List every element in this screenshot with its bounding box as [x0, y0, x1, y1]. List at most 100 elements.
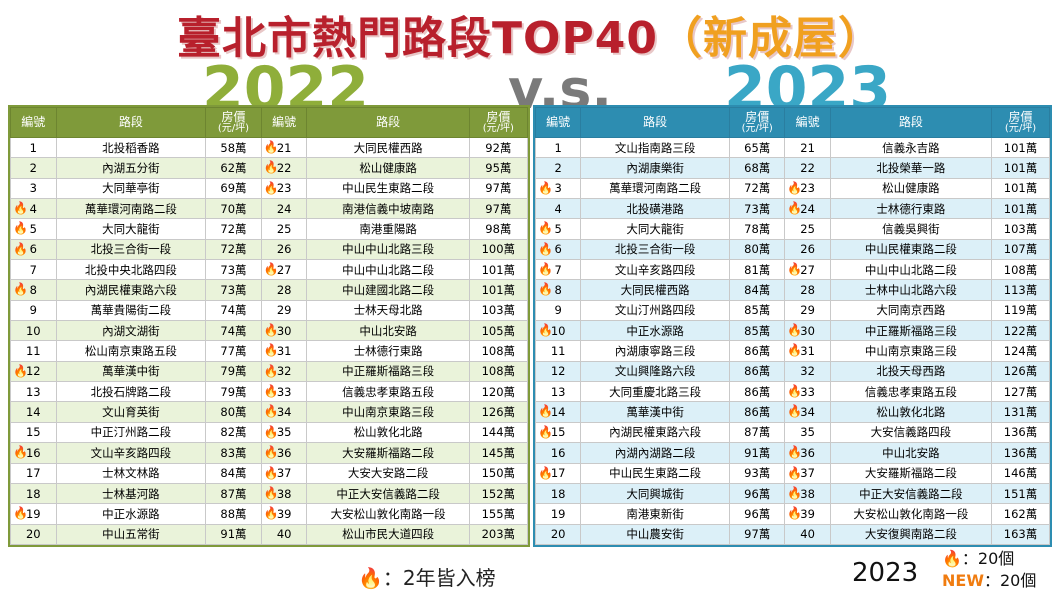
road-cell: 北投三合街一段 — [580, 238, 730, 261]
rank-cell: 🔥 8 — [10, 279, 57, 301]
header-road: 路段 — [580, 107, 730, 138]
price-cell: 105萬 — [468, 320, 529, 342]
road-cell: 文山指南路三段 — [580, 136, 730, 159]
rank-number: 5 — [554, 222, 562, 237]
fire-icon: 🔥 — [263, 363, 279, 378]
price-cell: 79萬 — [205, 360, 262, 383]
price-cell: 144萬 — [468, 421, 529, 444]
road-cell: 士林德行東路 — [306, 340, 470, 362]
price-cell: 203萬 — [468, 523, 529, 545]
rank-cell: 🔥 38 — [784, 482, 831, 505]
road-cell: 內湖文湖街 — [55, 320, 207, 342]
table-row: 🔥 10 中正水源路 85萬 🔥 30 中正羅斯福路三段 122萬 — [534, 320, 1050, 342]
rank-number: 18 — [550, 486, 566, 501]
road-cell: 中山北安路 — [306, 320, 470, 342]
rank-number: 10 — [25, 323, 41, 338]
rank-number: 4 — [554, 201, 562, 216]
table-row: 16 內湖內湖路二段 91萬 🔥 36 中山北安路 136萬 — [534, 442, 1050, 464]
price-cell: 86萬 — [728, 401, 786, 423]
rank-cell: 26 — [260, 238, 308, 261]
rank-cell: 🔥 17 — [534, 462, 582, 484]
price-cell: 101萬 — [468, 279, 529, 301]
road-cell: 內湖民權東路六段 — [55, 279, 207, 301]
rank-number: 23 — [800, 181, 815, 196]
rank-number: 38 — [800, 486, 815, 501]
price-cell: 136萬 — [991, 442, 1050, 464]
price-cell: 101萬 — [991, 157, 1050, 179]
header-price-label: 房價 — [486, 109, 511, 124]
rank-number: 22 — [276, 161, 292, 176]
price-cell: 108萬 — [991, 259, 1050, 281]
road-cell: 大同興城街 — [580, 482, 730, 505]
rank-number: 9 — [29, 303, 37, 318]
fire-icon: 🔥 — [787, 180, 803, 195]
rank-cell: 🔥 6 — [10, 238, 57, 261]
rank-cell: 🔥 30 — [784, 320, 831, 342]
road-cell: 大安信義路四段 — [829, 421, 993, 444]
rank-number: 29 — [800, 303, 815, 318]
rank-number: 21 — [800, 140, 815, 155]
fire-icon: 🔥 — [263, 384, 279, 399]
rank-number: 4 — [29, 201, 37, 216]
table-row: 🔥 19 中正水源路 88萬 🔥 39 大安松山敦化南路一段 155萬 — [10, 503, 529, 525]
table-row: 🔥 16 文山辛亥路四段 83萬 🔥 36 大安羅斯福路二段 145萬 — [10, 442, 529, 464]
rank-cell: 18 — [10, 482, 57, 505]
rank-cell: 15 — [10, 421, 57, 444]
rank-number: 19 — [550, 506, 566, 521]
price-cell: 84萬 — [728, 279, 786, 301]
fire-icon: 🔥 — [538, 424, 553, 439]
price-cell: 98萬 — [468, 218, 529, 240]
header-price-label: 房價 — [745, 109, 770, 124]
fire-icon: 🔥 — [538, 323, 553, 338]
rank-number: 35 — [276, 425, 292, 440]
fire-icon: 🔥 — [13, 221, 28, 236]
price-cell: 87萬 — [728, 421, 786, 444]
price-cell: 107萬 — [991, 238, 1050, 261]
price-cell: 126萬 — [468, 401, 529, 423]
rank-number: 14 — [25, 405, 41, 420]
rank-number: 34 — [276, 405, 292, 420]
price-cell: 145萬 — [468, 442, 529, 464]
rank-cell: 🔥 30 — [260, 320, 308, 342]
road-cell: 內湖內湖路二段 — [580, 442, 730, 464]
rank-number: 2 — [554, 161, 562, 176]
road-cell: 內湖五分街 — [55, 157, 207, 179]
header-num: 編號 — [534, 107, 582, 138]
road-cell: 松山健康路 — [829, 177, 993, 200]
rank-cell: 🔥 4 — [10, 198, 57, 220]
price-cell: 120萬 — [468, 381, 529, 403]
table-row: 🔥 15 內湖民權東路六段 87萬 35 大安信義路四段 136萬 — [534, 421, 1050, 444]
rank-cell: 🔥 32 — [260, 360, 308, 383]
road-cell: 中山民權東路二段 — [829, 238, 993, 261]
price-cell: 73萬 — [728, 198, 786, 220]
fire-icon: 🔥 — [538, 262, 553, 277]
rank-cell: 🔥 10 — [534, 320, 582, 342]
rank-number: 34 — [800, 405, 815, 420]
fire-icon: 🔥 — [13, 241, 28, 256]
fire-icon: 🔥 — [787, 343, 803, 358]
road-cell: 中正水源路 — [580, 320, 730, 342]
price-cell: 108萬 — [468, 360, 529, 383]
road-cell: 中山北安路 — [829, 442, 993, 464]
rank-number: 37 — [276, 466, 292, 481]
road-cell: 北投稻香路 — [55, 136, 207, 159]
rank-cell: 🔥 35 — [260, 421, 308, 444]
rank-number: 17 — [25, 466, 41, 481]
fire-icon: 🔥 — [263, 160, 279, 175]
price-cell: 87萬 — [205, 482, 262, 505]
rank-number: 8 — [29, 283, 37, 298]
rank-cell: 🔥 22 — [260, 157, 308, 179]
price-cell: 80萬 — [205, 401, 262, 423]
price-cell: 103萬 — [991, 218, 1050, 240]
table-row: 19 南港東新街 96萬 🔥 39 大安松山敦化南路一段 162萬 — [534, 503, 1050, 525]
rank-cell: 11 — [534, 340, 582, 362]
fire-icon: 🔥 — [787, 262, 803, 277]
rank-number: 36 — [800, 445, 815, 460]
price-cell: 97萬 — [468, 198, 529, 220]
title-main: 臺北市熱門路段TOP40 — [177, 13, 658, 64]
footer-year: 2023 — [852, 558, 919, 588]
header-price: 房價 (元/坪) — [205, 107, 262, 138]
road-cell: 中正羅斯福路三段 — [306, 360, 470, 383]
road-cell: 萬華環河南路二段 — [580, 177, 730, 200]
header-price: 房價 (元/坪) — [468, 107, 529, 138]
